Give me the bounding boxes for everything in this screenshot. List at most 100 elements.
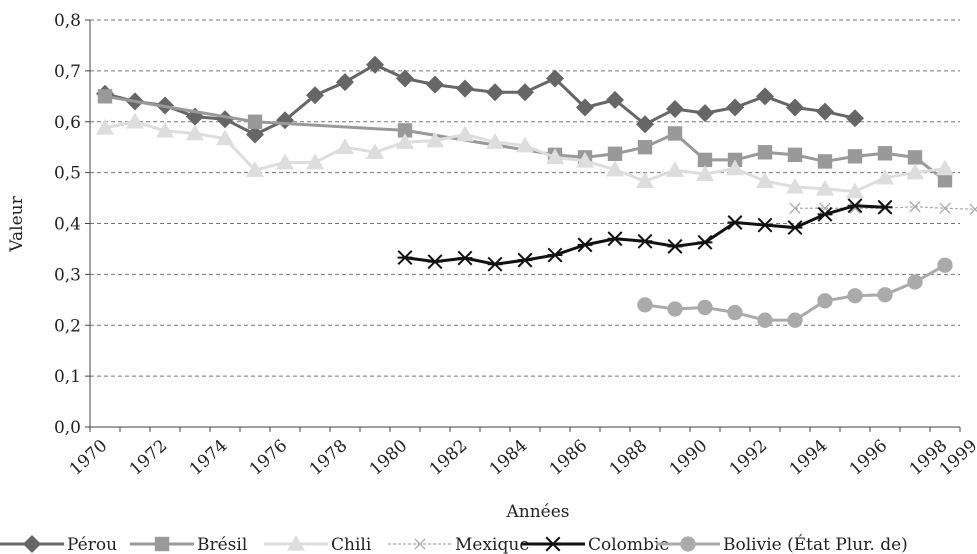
data-point [247, 114, 263, 129]
y-tick-label: 0,6 [54, 113, 81, 133]
data-point [696, 165, 714, 181]
data-point [547, 247, 563, 263]
series-0 [96, 55, 864, 144]
y-tick-label: 0,3 [54, 265, 81, 285]
data-point [397, 250, 413, 266]
data-point [426, 75, 444, 94]
data-point [846, 182, 864, 199]
data-point [877, 146, 893, 161]
data-point [456, 125, 474, 142]
data-point [697, 299, 713, 316]
data-point [397, 123, 413, 138]
x-tick-label: 1974 [186, 436, 232, 480]
data-point [909, 201, 921, 213]
legend-item: Mexique [388, 535, 529, 554]
data-point [396, 69, 414, 88]
y-tick-label: 0,7 [54, 62, 81, 82]
legend-item: Brésil [130, 535, 247, 554]
data-point [546, 148, 564, 165]
data-point [426, 131, 444, 148]
data-point [486, 133, 504, 149]
data-point [696, 104, 714, 123]
series-5 [637, 257, 953, 328]
y-tick-label: 0,1 [54, 367, 81, 387]
series-4 [397, 198, 893, 272]
x-tick-label: 1972 [126, 436, 172, 480]
y-tick-label: 0,2 [54, 316, 81, 336]
data-point [969, 203, 977, 215]
data-point [636, 115, 654, 134]
series-line [644, 263, 946, 322]
series-line [404, 204, 886, 266]
data-point [907, 274, 923, 290]
data-point [336, 138, 354, 154]
data-point [816, 179, 834, 196]
data-point [906, 163, 924, 180]
data-point [516, 83, 534, 102]
data-point [637, 297, 653, 313]
data-point [787, 220, 803, 236]
data-point [637, 139, 653, 155]
data-point [576, 98, 594, 117]
data-point [97, 89, 113, 104]
data-point [666, 100, 684, 119]
data-point [937, 173, 953, 188]
data-point [666, 161, 684, 177]
data-point [757, 217, 773, 233]
legend-item: Colombie [521, 535, 669, 554]
data-point [607, 231, 623, 247]
data-point [936, 159, 954, 176]
data-point [517, 252, 533, 268]
x-tick-labels: 1970 1972 1974 1976 1978 1980 1982 1984 1986 1988… [66, 436, 977, 480]
y-tick-labels: 0,0 0,1 0,2 0,3 0,4 0,5 0,6 0,7 0,8 [54, 11, 81, 438]
data-point [667, 301, 683, 317]
data-point [306, 86, 324, 105]
data-point [126, 112, 144, 129]
data-point [96, 118, 114, 135]
legend-label: Pérou [67, 535, 117, 554]
legend-item: Pérou [0, 535, 117, 554]
data-point [487, 256, 503, 272]
y-axis-title: Valeur [7, 195, 27, 252]
data-point [937, 257, 953, 273]
x-tick-label: 1984 [486, 436, 532, 480]
legend-item: Bolivie (État Plur. de) [656, 534, 908, 554]
series-1 [97, 89, 953, 188]
data-point [877, 199, 893, 215]
data-point [847, 149, 863, 164]
legend-label: Colombie [588, 535, 669, 554]
data-point [876, 168, 894, 185]
x-tick-label: 1970 [66, 436, 112, 480]
data-point [786, 177, 804, 194]
x-tick-label: 1976 [246, 436, 292, 480]
data-point [366, 55, 384, 74]
data-point [817, 206, 833, 222]
data-point [726, 159, 744, 176]
data-point [697, 152, 713, 168]
data-point [216, 129, 234, 146]
legend: Pérou Brésil Chili Mexique Colombie Bolivie (… [0, 534, 908, 554]
y-tick-label: 0,0 [54, 418, 81, 438]
data-point [786, 98, 804, 117]
legend-label: Brésil [197, 535, 247, 554]
data-point [667, 238, 683, 254]
axes [85, 19, 961, 432]
legend-item: Chili [264, 535, 372, 554]
data-point [516, 136, 534, 153]
data-point [756, 87, 774, 106]
data-point [907, 150, 923, 165]
data-point [287, 535, 305, 551]
data-point [545, 536, 561, 552]
data-point [577, 237, 593, 253]
x-tick-label: 1978 [306, 436, 352, 480]
data-point [457, 250, 473, 266]
data-point [23, 535, 41, 553]
data-point [606, 160, 624, 177]
data-point [186, 124, 204, 141]
x-tick-label: 1994 [786, 436, 832, 480]
data-point [154, 536, 170, 552]
data-point [847, 288, 863, 304]
series-line [104, 63, 856, 136]
x-tick-label: 1988 [606, 436, 652, 480]
